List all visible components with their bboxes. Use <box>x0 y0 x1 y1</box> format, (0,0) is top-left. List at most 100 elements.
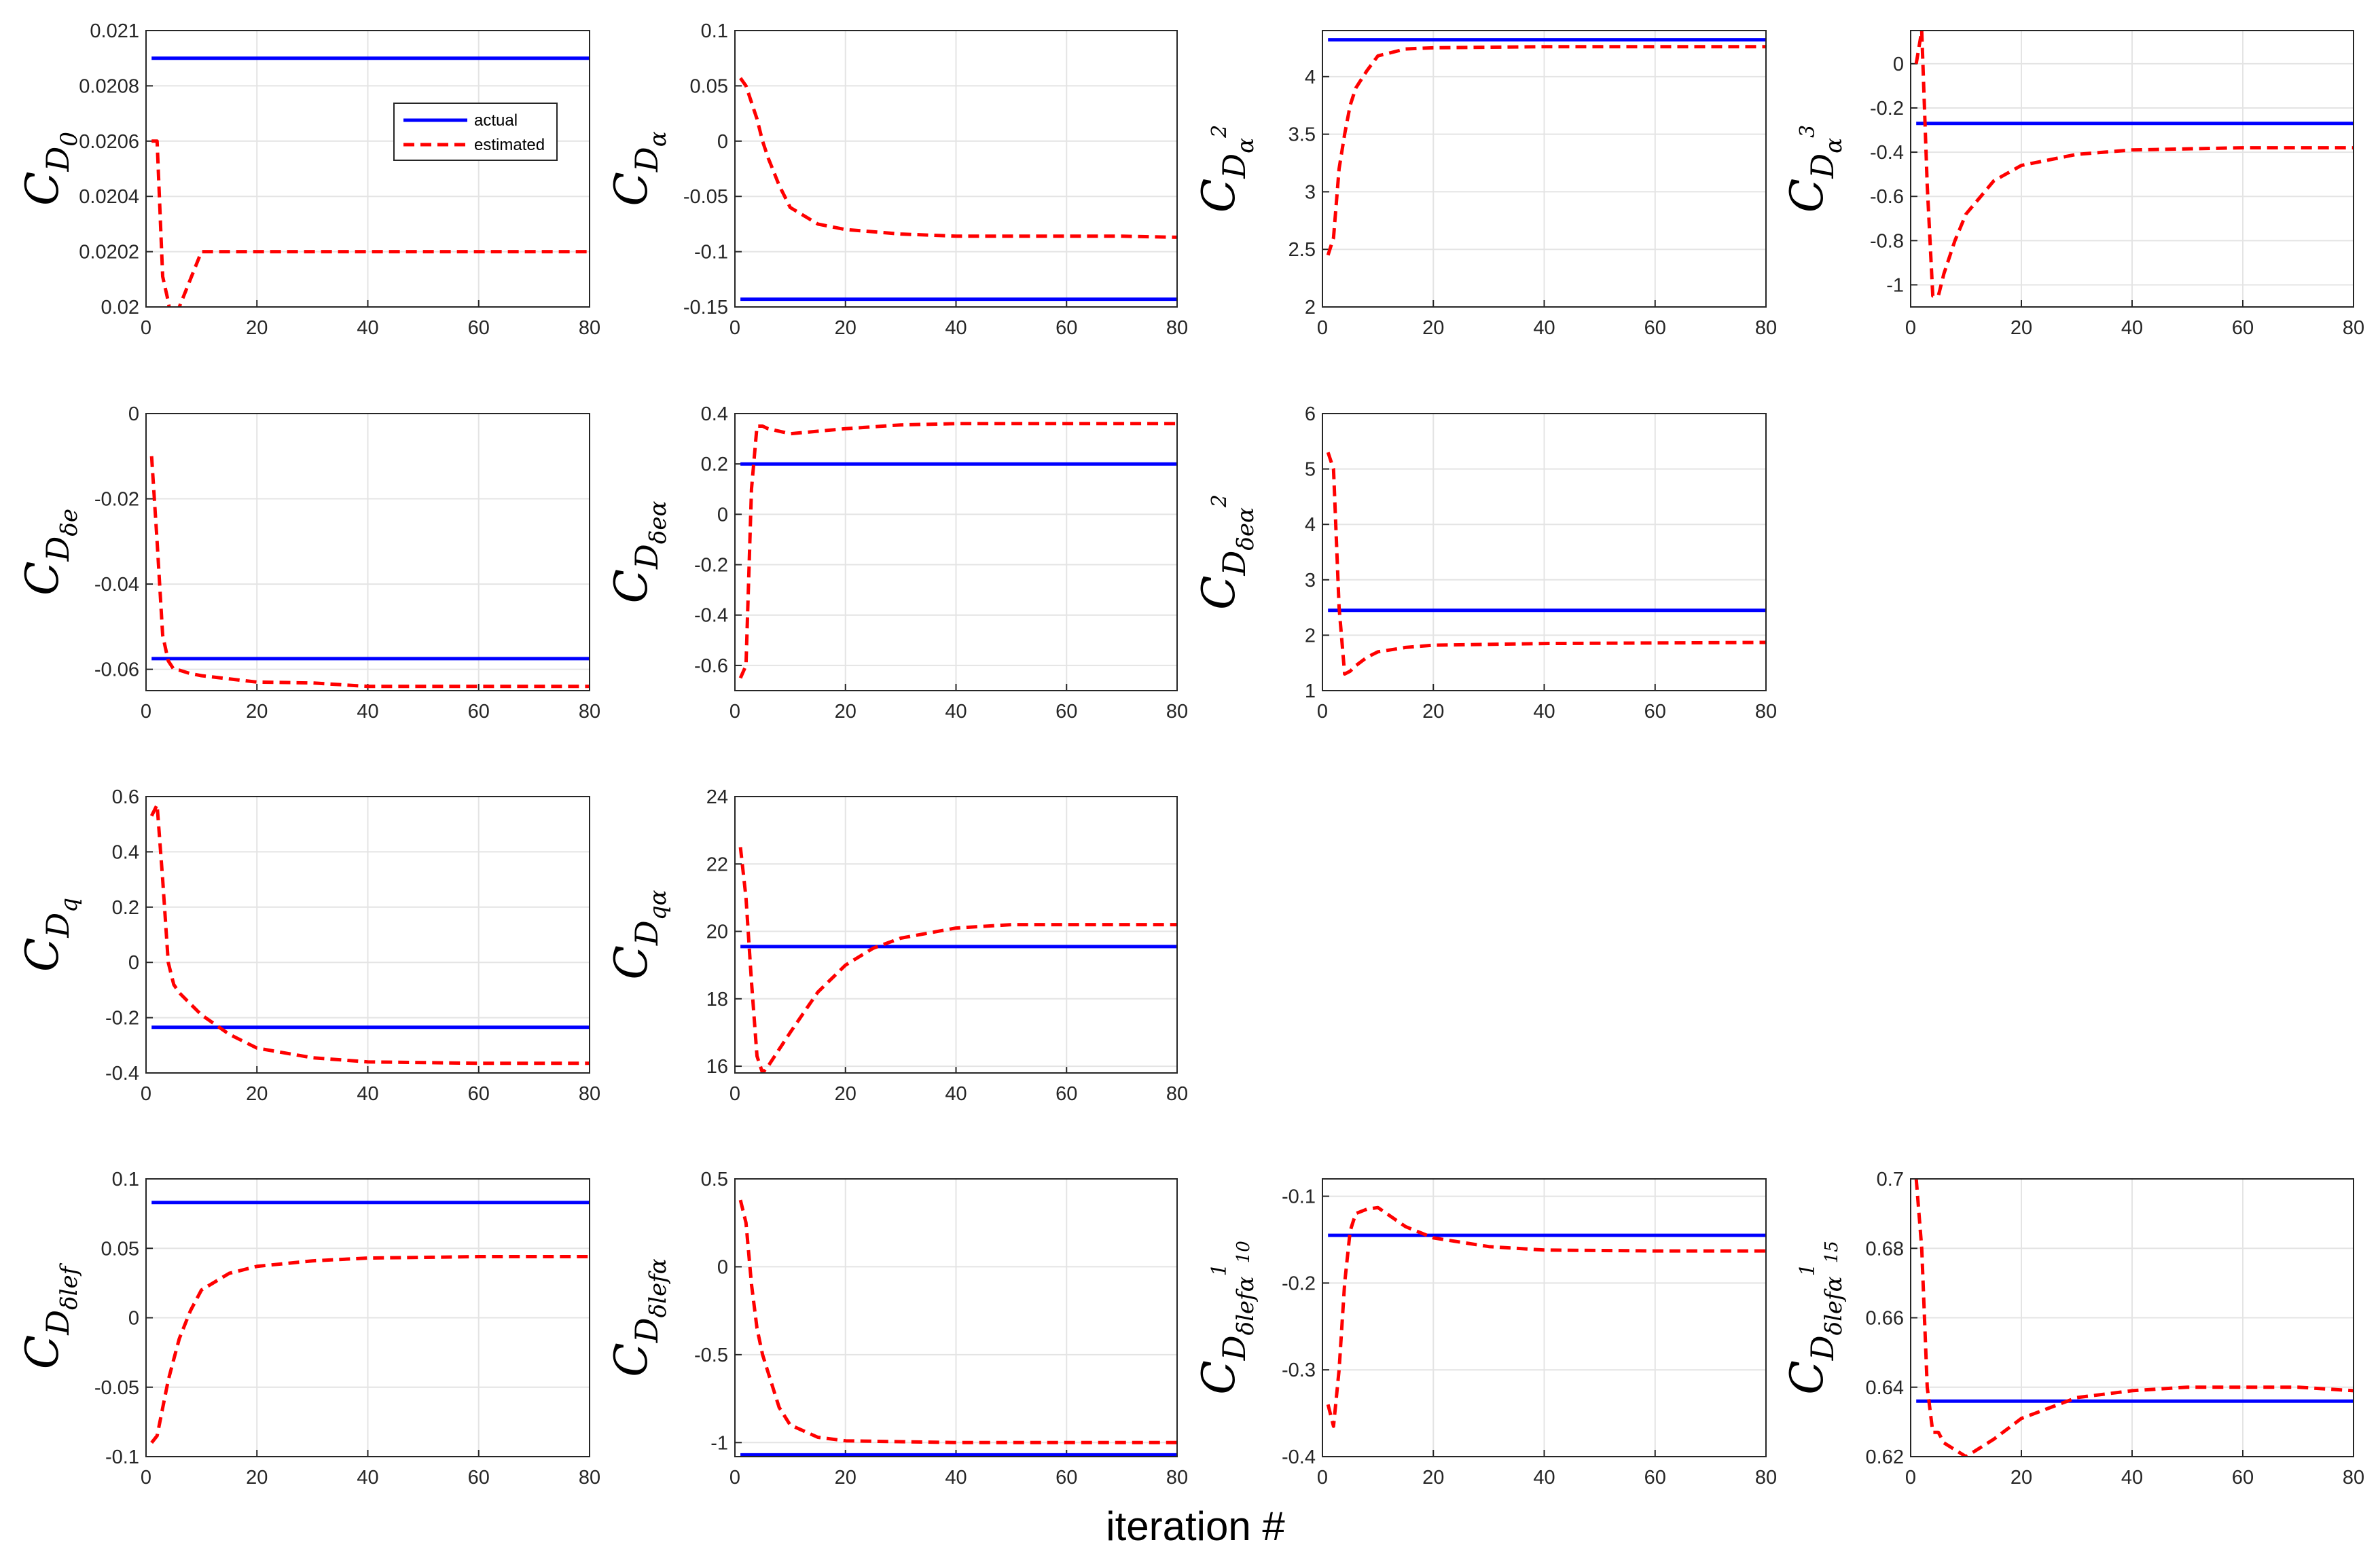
y-tick-label: -0.4 <box>1870 142 1904 164</box>
y-tick-label: -0.5 <box>694 1345 728 1366</box>
y-tick-label: 5 <box>1305 459 1316 481</box>
y-label-main: C <box>605 1343 657 1377</box>
x-tick-label: 0 <box>141 317 151 339</box>
axes-box <box>734 413 1178 691</box>
y-label-sub: D <box>39 147 76 172</box>
series-estimated-line <box>1326 45 1766 256</box>
y-tick-label: 0.68 <box>1866 1238 1904 1260</box>
legend-actual-label: actual <box>474 111 518 130</box>
y-tick-label: 0.021 <box>90 20 139 42</box>
y-label-sup: 1 <box>1796 1263 1820 1276</box>
x-tick-label: 40 <box>1533 1467 1555 1489</box>
y-label-sub: D <box>628 1317 665 1343</box>
x-tick-label: 0 <box>729 701 740 723</box>
y-label-main: C <box>605 172 657 206</box>
x-tick-label: 40 <box>1533 701 1555 723</box>
y-label-sup: 1 <box>1208 1263 1231 1276</box>
legend-box <box>393 103 558 161</box>
x-tick-label: 80 <box>1166 1083 1188 1105</box>
y-tick-label: 0 <box>717 504 728 526</box>
y-tick-label: 0.1 <box>112 1169 139 1190</box>
y-label-sub: D <box>628 920 665 946</box>
y-tick-label: -0.4 <box>694 605 728 627</box>
y-tick-label: 0 <box>717 131 728 153</box>
y-tick-label: -0.6 <box>694 655 728 677</box>
y-tick-label: -0.1 <box>694 242 728 263</box>
y-tick-label: 0 <box>717 1256 728 1278</box>
y-tick-label: -0.6 <box>1870 186 1904 208</box>
y-tick-label: -0.3 <box>1282 1360 1316 1381</box>
y-axis-label: CDδeα <box>605 500 672 603</box>
y-tick-label: 3 <box>1305 181 1316 203</box>
y-label-sub: D <box>39 913 76 938</box>
x-tick-label: 0 <box>1317 1467 1328 1489</box>
y-tick-label: 0.05 <box>690 75 728 97</box>
y-label-main: C <box>605 945 657 980</box>
x-tick-label: 60 <box>1644 1467 1666 1489</box>
y-tick-label: -0.1 <box>1282 1186 1316 1208</box>
x-tick-label: 20 <box>246 317 268 339</box>
y-tick-label: 3 <box>1305 570 1316 591</box>
axes-box <box>734 1178 1178 1457</box>
y-label-main: C <box>16 172 69 206</box>
y-label-sub: D <box>39 536 76 562</box>
y-axis-label: CDδlefα <box>605 1258 672 1376</box>
y-tick-label: -1 <box>1886 274 1904 296</box>
x-tick-label: 0 <box>1905 317 1916 339</box>
y-axis-label: CDδe <box>16 509 83 596</box>
x-tick-label: 80 <box>1755 317 1777 339</box>
series-estimated-line <box>738 847 1177 1073</box>
y-label-main: C <box>605 569 657 604</box>
series-estimated-line <box>151 139 590 307</box>
y-tick-label: -0.4 <box>1282 1446 1316 1468</box>
x-tick-label: 20 <box>2011 317 2032 339</box>
axes-box <box>1910 1178 2354 1457</box>
panel-cdde: 0 20 40 60 80 -0.06 -0.04 -0.02 0 CDδe <box>16 403 600 723</box>
panel-cda: 0 20 40 60 80 -0.15 -0.1 -0.05 0 0.05 0.1 CDα <box>605 20 1188 339</box>
y-label-sub: D <box>1804 1335 1841 1361</box>
y-tick-label: 0.1 <box>701 20 728 42</box>
y-tick-label: -0.05 <box>683 186 728 208</box>
series-estimated-line <box>739 77 1177 239</box>
x-tick-label: 40 <box>945 1083 967 1105</box>
series-estimated-line <box>1914 31 2354 298</box>
y-axis-label: CDδlefα110 <box>1193 1241 1259 1395</box>
panel-cddlefa: 0 20 40 60 80 -1 -0.5 0 0.5 CDδlefα <box>605 1169 1188 1489</box>
y-tick-label: 2 <box>1305 297 1316 318</box>
y-label-subsub: α <box>1820 138 1847 153</box>
x-tick-label: 40 <box>2121 1467 2143 1489</box>
y-tick-label: 0 <box>128 1308 139 1330</box>
x-tick-label: 40 <box>357 1083 378 1105</box>
x-tick-label: 0 <box>729 317 740 339</box>
y-tick-label: -1 <box>710 1432 728 1454</box>
series-estimated-line <box>1326 452 1766 676</box>
x-tick-label: 60 <box>468 1467 490 1489</box>
y-tick-label: 6 <box>1305 403 1316 425</box>
y-tick-label: 18 <box>706 989 728 1010</box>
y-label-main: C <box>16 1335 69 1370</box>
y-tick-label: -0.4 <box>105 1063 139 1084</box>
x-tick-label: 0 <box>141 1467 151 1489</box>
y-tick-label: -0.15 <box>683 297 728 318</box>
y-tick-label: 4 <box>1305 514 1316 536</box>
y-tick-label: 0 <box>1893 54 1904 75</box>
x-tick-label: 0 <box>729 1467 740 1489</box>
y-tick-label: 0.6 <box>112 786 139 808</box>
x-tick-label: 60 <box>1056 701 1077 723</box>
x-tick-label: 0 <box>141 701 151 723</box>
x-tick-label: 60 <box>2232 317 2254 339</box>
y-tick-label: -0.2 <box>105 1008 139 1029</box>
y-label-sub: D <box>1216 153 1252 179</box>
y-label-sup: 2 <box>1208 494 1231 508</box>
x-tick-label: 80 <box>1166 701 1188 723</box>
panel-cda3: 0 20 40 60 80 -1 -0.8 -0.6 -0.4 -0.2 0 CDα3 <box>1781 30 2364 339</box>
y-label-sub: D <box>1216 1335 1252 1361</box>
y-tick-label: -0.06 <box>94 659 139 681</box>
axes-box <box>1910 30 2354 308</box>
y-tick-label: 0.0204 <box>79 186 139 208</box>
y-label-sub: D <box>1804 153 1841 179</box>
y-tick-label: 0.02 <box>101 297 139 318</box>
